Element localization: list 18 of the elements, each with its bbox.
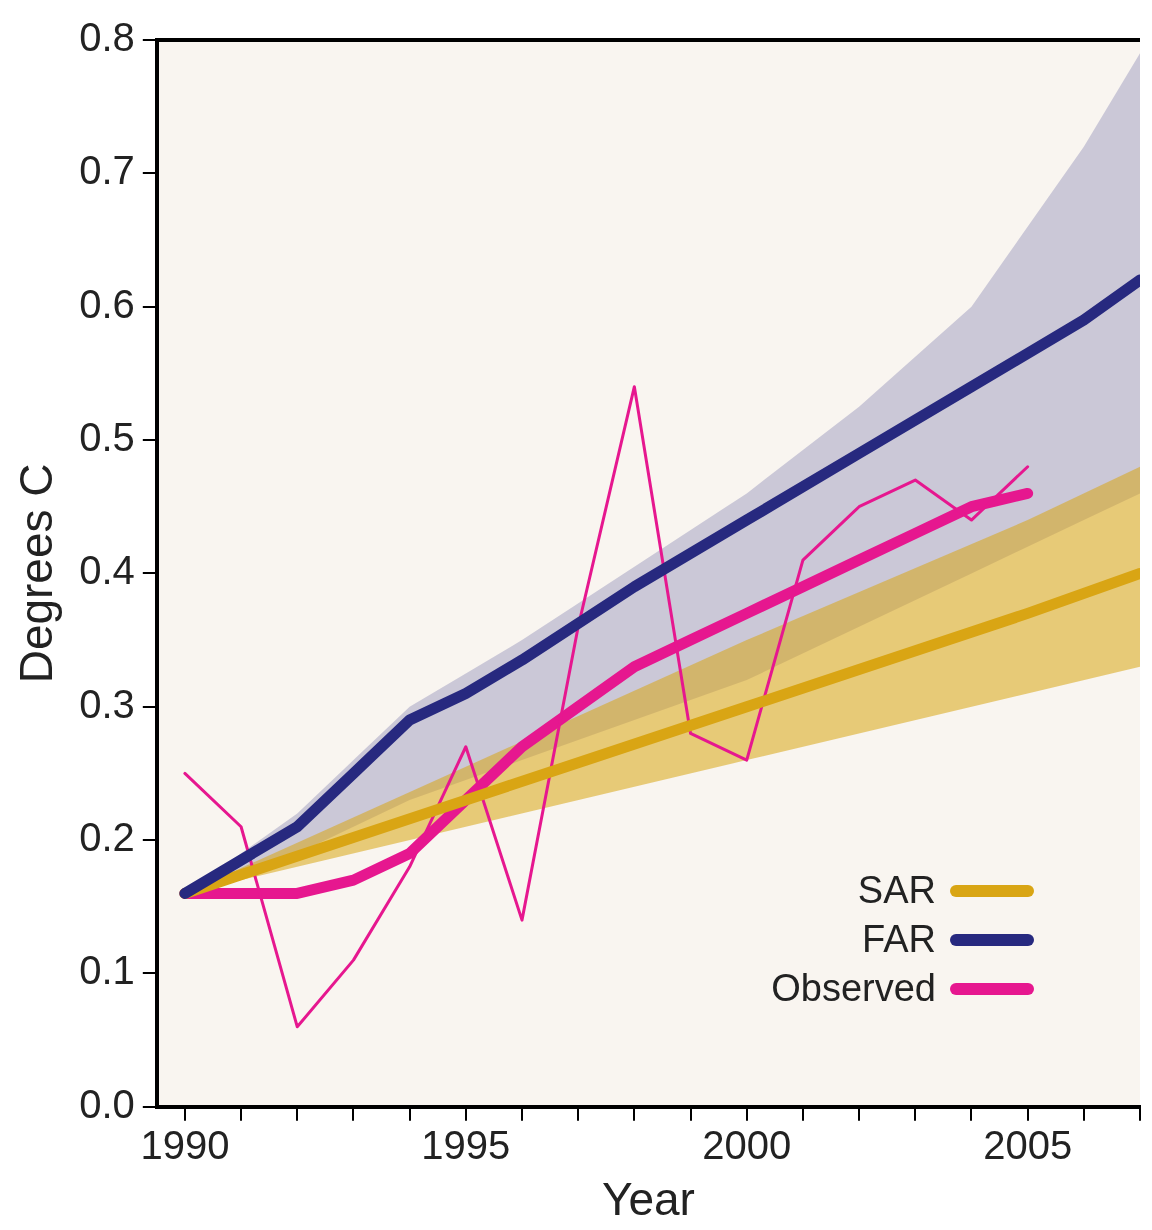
y-tick-label: 0.1	[79, 948, 135, 993]
y-tick-label: 0.2	[79, 815, 135, 860]
legend-label: SAR	[857, 869, 936, 912]
y-tick-label: 0.4	[79, 548, 135, 593]
x-tick-label: 1990	[140, 1122, 230, 1167]
x-tick-label: 1995	[421, 1122, 511, 1167]
y-tick-label: 0.5	[79, 415, 135, 460]
legend-label: Observed	[771, 967, 936, 1010]
legend-label: FAR	[862, 918, 936, 961]
x-tick-label: 2000	[702, 1122, 792, 1167]
y-tick-label: 0.6	[79, 281, 135, 326]
y-tick-label: 0.7	[79, 148, 135, 193]
x-tick-label: 2005	[983, 1122, 1073, 1167]
x-axis-title: Year	[601, 1173, 695, 1226]
y-tick-label: 0.0	[79, 1081, 135, 1126]
y-tick-label: 0.3	[79, 681, 135, 726]
y-axis-title: Degrees C	[10, 463, 63, 684]
y-tick-label: 0.8	[79, 15, 135, 60]
